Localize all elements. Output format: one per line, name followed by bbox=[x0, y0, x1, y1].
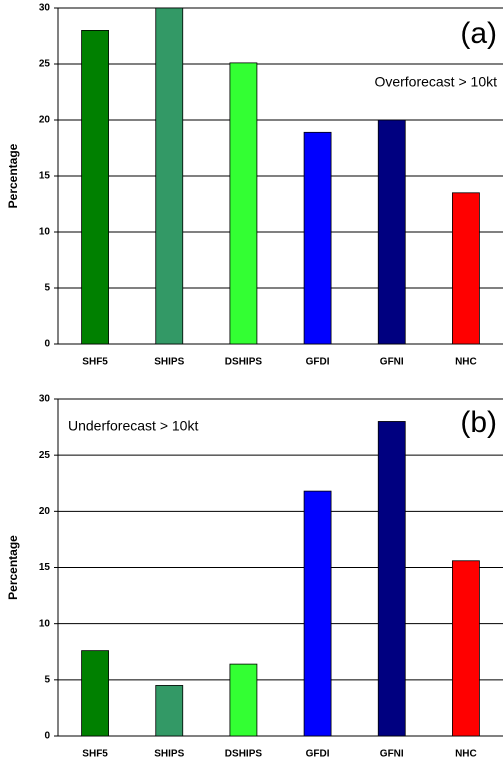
x-tick-label: SHIPS bbox=[154, 749, 184, 760]
y-tick-label: 15 bbox=[39, 171, 51, 182]
bar bbox=[81, 29, 109, 345]
x-tick-label: DSHIPS bbox=[225, 749, 263, 760]
bar bbox=[303, 490, 332, 737]
y-tick-label: 30 bbox=[39, 3, 51, 14]
y-tick-label: 10 bbox=[39, 618, 51, 629]
panel-label: (a) bbox=[460, 17, 497, 50]
annotation: Underforecast > 10kt bbox=[68, 418, 198, 434]
bar bbox=[377, 421, 406, 737]
bar bbox=[81, 650, 109, 737]
x-tick-label: NHC bbox=[455, 357, 477, 368]
y-tick-label: 10 bbox=[39, 227, 51, 238]
bar bbox=[452, 560, 480, 737]
y-tick-label: 25 bbox=[39, 59, 51, 70]
y-tick-label: 20 bbox=[39, 115, 51, 126]
x-tick-label: SHIPS bbox=[154, 357, 184, 368]
x-tick-label: SHF5 bbox=[82, 749, 108, 760]
y-tick-label: 15 bbox=[39, 562, 51, 573]
y-tick-label: 5 bbox=[44, 674, 50, 685]
panel-label: (b) bbox=[460, 406, 497, 439]
bar bbox=[155, 685, 184, 737]
x-tick-label: GFDI bbox=[306, 749, 330, 760]
bar bbox=[229, 62, 258, 345]
bar bbox=[155, 7, 184, 345]
x-tick-label: NHC bbox=[455, 749, 477, 760]
y-tick-label: 5 bbox=[44, 283, 50, 294]
y-tick-label: 20 bbox=[39, 506, 51, 517]
x-tick-label: GFNI bbox=[380, 357, 404, 368]
x-tick-label: SHF5 bbox=[82, 357, 108, 368]
bar bbox=[452, 192, 480, 345]
annotation: Overforecast > 10kt bbox=[374, 74, 497, 90]
y-axis-label: Percentage bbox=[6, 535, 20, 600]
y-tick-label: 30 bbox=[39, 394, 51, 405]
y-axis-label: Percentage bbox=[6, 143, 20, 208]
y-tick-label: 0 bbox=[44, 339, 50, 350]
bar bbox=[303, 131, 332, 345]
x-tick-label: GFDI bbox=[306, 357, 330, 368]
x-tick-label: DSHIPS bbox=[225, 357, 263, 368]
y-tick-label: 0 bbox=[44, 731, 50, 742]
y-tick-label: 25 bbox=[39, 450, 51, 461]
bar bbox=[377, 119, 406, 345]
bar bbox=[229, 663, 258, 737]
x-tick-label: GFNI bbox=[380, 749, 404, 760]
